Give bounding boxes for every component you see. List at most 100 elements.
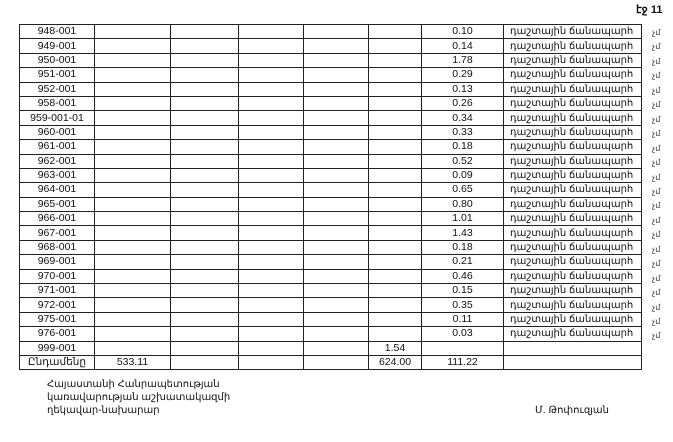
value-cell <box>368 225 422 241</box>
value-cell <box>368 297 422 313</box>
empty-cell <box>303 38 369 54</box>
total-c7: 111.22 <box>421 354 504 371</box>
margin-mark: չմ <box>652 100 661 110</box>
empty-cell <box>94 340 171 356</box>
value-cell <box>368 67 422 83</box>
land-type-cell: դաշտային ճանապարհ <box>503 326 642 342</box>
empty-cell <box>94 196 171 213</box>
table-row: 950-001 1.78 դաշտային ճանապարհ <box>19 52 642 69</box>
empty-cell <box>303 153 369 169</box>
empty-cell <box>94 225 171 241</box>
table-row: 976-001 0.03 դաշտային ճանապարհ <box>19 326 642 342</box>
area-cell: 0.09 <box>421 167 504 184</box>
empty-cell <box>303 95 369 112</box>
empty-cell <box>238 311 304 328</box>
land-type-cell: դաշտային ճանապարհ <box>503 67 642 83</box>
area-cell: 0.13 <box>421 81 504 97</box>
empty-cell <box>170 340 239 356</box>
land-type-cell: դաշտային ճանապարհ <box>503 225 642 241</box>
empty-cell <box>238 254 304 270</box>
parcel-id: 970-001 <box>19 268 95 285</box>
empty-cell <box>94 95 171 112</box>
empty-cell <box>170 268 239 285</box>
margin-mark: չմ <box>652 186 661 196</box>
table-row: 961-001 0.18 դաշտային ճանապարհ <box>19 139 642 155</box>
empty-cell <box>94 297 171 313</box>
value-cell <box>368 268 422 285</box>
area-cell: 0.10 <box>421 23 504 40</box>
table-row: 999-001 1.54 <box>19 340 642 356</box>
signature-name: Մ. Թոփուզյան <box>535 405 609 416</box>
margin-mark: չմ <box>652 129 661 139</box>
area-cell: 0.26 <box>421 95 504 112</box>
area-cell: 0.35 <box>421 297 504 313</box>
land-type-cell: դաշտային ճանապարհ <box>503 23 642 40</box>
land-type-cell: դաշտային ճանապարհ <box>503 139 642 155</box>
margin-mark: չմ <box>652 42 661 52</box>
empty-cell <box>170 297 239 313</box>
parcel-id: 971-001 <box>19 283 95 299</box>
parcel-id: 948-001 <box>19 23 95 40</box>
empty-cell <box>170 153 239 169</box>
table-row: 958-001 0.26 դաշտային ճանապարհ <box>19 95 642 112</box>
area-cell: 0.46 <box>421 268 504 285</box>
land-type-cell: դաշտային ճանապարհ <box>503 95 642 112</box>
empty-cell <box>303 211 369 227</box>
empty-cell <box>303 110 369 126</box>
empty-cell <box>94 268 171 285</box>
empty-cell <box>303 52 369 69</box>
value-cell <box>368 95 422 112</box>
table-row: 948-001 0.10 դաշտային ճանապարհ <box>19 23 642 40</box>
empty-cell <box>94 211 171 227</box>
empty-cell <box>94 81 171 97</box>
empty-cell <box>170 283 239 299</box>
land-type-cell: դաշտային ճանապարհ <box>503 283 642 299</box>
margin-mark: չմ <box>652 56 661 66</box>
table-row: 970-001 0.46 դաշտային ճանապարհ <box>19 268 642 285</box>
empty-cell <box>303 196 369 213</box>
area-cell: 0.15 <box>421 283 504 299</box>
total-c6: 624.00 <box>368 354 422 371</box>
empty-cell <box>303 268 369 285</box>
table-row: 972-001 0.35 դաշտային ճանապարհ <box>19 297 642 313</box>
empty-cell <box>170 124 239 141</box>
table-row: 966-001 1.01 դաշտային ճանապարհ <box>19 211 642 227</box>
empty-cell <box>170 239 239 256</box>
empty-cell <box>238 110 304 126</box>
value-cell <box>368 196 422 213</box>
empty-cell <box>94 153 171 169</box>
footer-line-1: Հայաստանի Հանրապետության <box>47 379 220 390</box>
empty-cell <box>170 139 239 155</box>
table-row: 969-001 0.21 դաշտային ճանապարհ <box>19 254 642 270</box>
empty-cell <box>238 167 304 184</box>
margin-mark: չմ <box>652 71 661 81</box>
land-type-cell: դաշտային ճանապարհ <box>503 196 642 213</box>
area-cell <box>421 340 504 356</box>
area-cell: 1.43 <box>421 225 504 241</box>
parcel-id: 949-001 <box>19 38 95 54</box>
land-type-cell: դաշտային ճանապարհ <box>503 239 642 256</box>
parcel-id: 972-001 <box>19 297 95 313</box>
land-type-cell: դաշտային ճանապարհ <box>503 110 642 126</box>
area-cell: 1.01 <box>421 211 504 227</box>
empty-cell <box>303 225 369 241</box>
empty-cell <box>170 196 239 213</box>
parcel-id: 964-001 <box>19 182 95 198</box>
margin-mark: չմ <box>652 331 661 341</box>
margin-mark: չմ <box>652 143 661 153</box>
parcel-id: 959-001-01 <box>19 110 95 126</box>
page-number: էջ 11 <box>636 4 663 16</box>
empty-cell <box>170 326 239 342</box>
area-cell: 0.21 <box>421 254 504 270</box>
parcel-id: 969-001 <box>19 254 95 270</box>
empty-cell <box>238 297 304 313</box>
empty-cell <box>503 354 642 371</box>
empty-cell <box>303 326 369 342</box>
land-type-cell: դաշտային ճանապարհ <box>503 81 642 97</box>
empty-cell <box>94 52 171 69</box>
area-cell: 0.18 <box>421 139 504 155</box>
land-type-cell: դաշտային ճանապարհ <box>503 124 642 141</box>
area-cell: 0.34 <box>421 110 504 126</box>
area-cell: 0.18 <box>421 239 504 256</box>
area-cell: 0.65 <box>421 182 504 198</box>
